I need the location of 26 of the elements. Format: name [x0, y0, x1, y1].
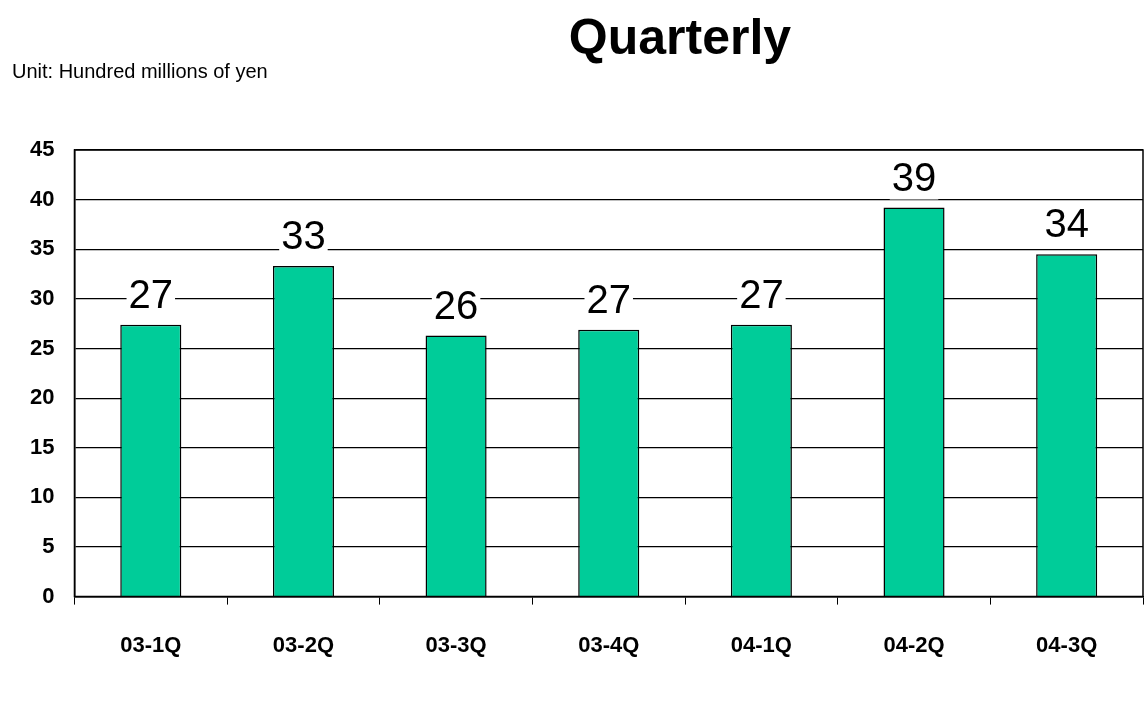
text: Unit: Hundred millions of yen: [12, 60, 268, 83]
chart-title: Quarterly: [567, 8, 793, 66]
y-tick-label: 35: [29, 235, 55, 261]
data-label: 27: [739, 271, 784, 316]
y-tick-label: 15: [29, 433, 55, 459]
y-tick-label: 45: [29, 136, 55, 162]
y-tick-label: 20: [29, 384, 55, 410]
data-label: 34: [1044, 201, 1089, 246]
y-tick-label: 10: [29, 483, 55, 509]
x-tick-label: 03-1Q: [120, 631, 182, 657]
x-tick-label: 04-1Q: [730, 631, 792, 657]
x-tick-label: 03-4Q: [578, 631, 640, 657]
y-tick-label: 0: [42, 582, 55, 608]
data-label: 27: [586, 276, 631, 321]
y-tick-label: 40: [29, 185, 55, 211]
x-tick-label: 03-2Q: [272, 631, 335, 657]
data-label: 39: [891, 154, 937, 199]
y-tick-label: 25: [29, 334, 55, 360]
data-label: 33: [281, 213, 326, 258]
x-tick-label: 04-2Q: [883, 631, 945, 657]
y-tick-label: 30: [29, 284, 55, 310]
data-label: 26: [433, 282, 479, 327]
x-tick-label: 03-3Q: [425, 631, 487, 657]
x-tick-label: 04-3Q: [1036, 631, 1098, 657]
data-label: 27: [128, 271, 174, 316]
y-tick-label: 5: [42, 533, 55, 559]
